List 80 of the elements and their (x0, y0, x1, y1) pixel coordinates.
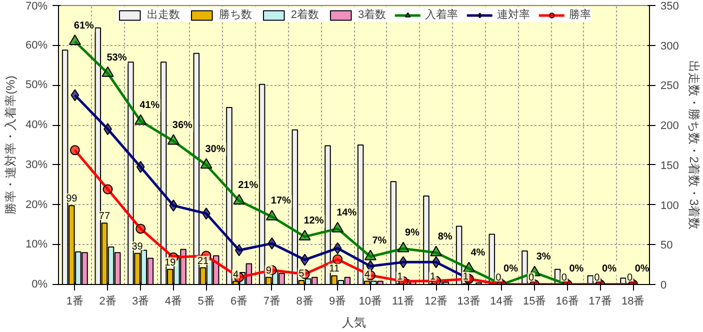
data-label: 4 (233, 269, 240, 280)
y-tick-label: 60% (25, 39, 48, 52)
x-tick-label: 3番 (132, 294, 150, 308)
y2-tick-label: 250 (660, 80, 679, 92)
data-label: 0 (561, 272, 568, 284)
data-label: 4 (364, 269, 370, 280)
y-tick-label: 40% (25, 119, 48, 132)
legend-label: 2着数 (290, 8, 319, 22)
x-tick-label: 5番 (198, 294, 215, 308)
y2-tick-label: 100 (660, 200, 679, 212)
data-label: 9% (405, 228, 420, 239)
legend-label: 入着率 (425, 8, 458, 22)
legend-label: 出走数 (146, 8, 180, 22)
data-label: 4% (470, 248, 486, 259)
data-label: 41% (140, 100, 160, 112)
x-tick-label: 10番 (358, 294, 382, 308)
x-tick-label: 7番 (263, 294, 280, 308)
y-tick-label: 30% (25, 158, 48, 171)
data-label: 1 (462, 272, 469, 283)
data-label: 12% (304, 216, 324, 227)
data-label: 19 (164, 257, 176, 268)
data-label: 5 (298, 268, 305, 280)
data-label: 1 (430, 272, 436, 283)
legend-label: 3着数 (358, 8, 386, 22)
x-tick-label: 6番 (230, 294, 248, 308)
data-label: 0 (528, 272, 535, 284)
data-label: 0% (602, 264, 617, 274)
x-tick-label: 18番 (621, 294, 645, 308)
data-label: 61% (74, 20, 94, 32)
y-axis-title: 勝率・連対率・入着率(%) (3, 76, 18, 214)
data-label: 8% (438, 232, 452, 243)
data-label: 30% (205, 144, 226, 155)
data-label: 21 (197, 256, 209, 267)
y-tick-label: 70% (25, 0, 48, 12)
x-tick-label: 12番 (424, 294, 448, 308)
x-tick-label: 13番 (457, 294, 481, 308)
data-label: 17% (270, 196, 292, 207)
y2-tick-label: 300 (660, 40, 679, 52)
data-label: 0 (496, 272, 502, 284)
data-label: 9 (266, 265, 272, 276)
y2-tick-label: 0 (660, 280, 667, 292)
data-label: 1 (397, 272, 404, 283)
x-tick-label: 2番 (99, 294, 116, 308)
legend-label: 勝ち数 (218, 8, 252, 22)
data-label: 0% (504, 264, 518, 274)
data-label: 77 (98, 211, 110, 222)
data-label: 0 (627, 272, 634, 284)
y2-tick-label: 350 (660, 0, 679, 12)
data-label: 0 (594, 272, 600, 284)
data-label: 0% (634, 264, 650, 274)
x-axis-title: 人気 (342, 316, 366, 330)
x-tick-label: 14番 (490, 294, 514, 308)
y2-tick-label: 200 (660, 120, 679, 132)
x-tick-label: 1番 (66, 294, 84, 308)
y-tick-label: 0% (32, 278, 48, 290)
data-label: 53% (106, 52, 127, 64)
data-label: 0% (569, 264, 584, 274)
data-label: 7% (372, 236, 387, 247)
y2-axis-title: 出走数・勝ち数・2着数・3着数 (686, 60, 701, 230)
y-tick-label: 50% (25, 79, 48, 92)
legend-label: 連対率 (497, 8, 530, 22)
data-label: 21% (238, 180, 258, 191)
legend-label: 勝率 (569, 8, 592, 22)
y2-tick-label: 150 (660, 160, 679, 172)
x-tick-label: 15番 (522, 294, 546, 308)
x-tick-label: 16番 (556, 294, 580, 308)
y-tick-label: 20% (25, 198, 48, 211)
data-label: 36% (172, 120, 193, 132)
y-tick-label: 10% (25, 238, 48, 251)
y2-tick-label: 50 (660, 240, 673, 252)
data-label: 11 (329, 264, 340, 275)
x-tick-label: 9番 (329, 294, 346, 308)
data-label: 14% (336, 208, 357, 219)
x-tick-label: 17番 (588, 294, 612, 308)
x-tick-label: 4番 (164, 294, 182, 308)
data-label: 3% (536, 252, 551, 263)
data-label: 39 (132, 241, 144, 252)
data-label: 99 (66, 194, 78, 205)
x-tick-label: 8番 (296, 294, 314, 308)
x-tick-label: 11番 (392, 294, 414, 308)
